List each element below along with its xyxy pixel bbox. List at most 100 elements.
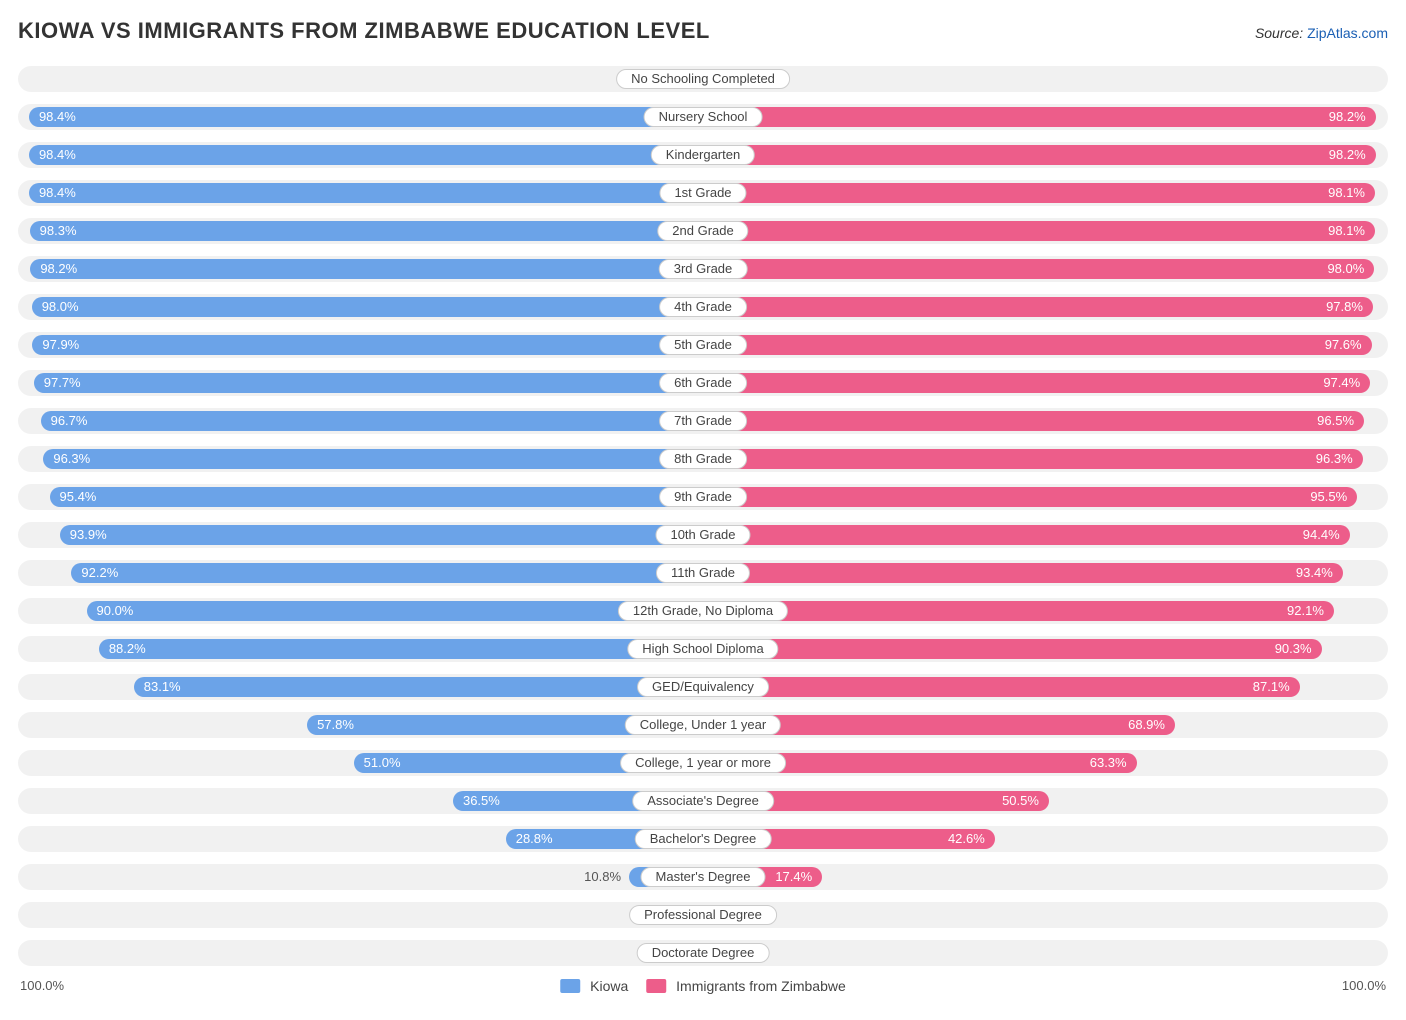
chart-row: 98.4%98.2%Nursery School	[18, 104, 1388, 130]
value-label-left: 10.8%	[584, 864, 629, 890]
page-title: KIOWA VS IMMIGRANTS FROM ZIMBABWE EDUCAT…	[18, 18, 710, 44]
legend-item-left: Kiowa	[560, 978, 628, 994]
chart-footer: 100.0% Kiowa Immigrants from Zimbabwe 10…	[18, 978, 1388, 1002]
diverging-bar-chart: 1.6%1.9%No Schooling Completed 98.4% 98.2%…	[18, 66, 1388, 966]
bar-left	[30, 259, 703, 279]
value-label-left: 98.4%	[29, 104, 76, 130]
bar-right	[703, 487, 1357, 507]
bar-right	[703, 183, 1375, 203]
category-pill: Master's Degree	[641, 867, 766, 887]
bar-right	[703, 563, 1343, 583]
category-pill: No Schooling Completed	[616, 69, 790, 89]
legend-item-right: Immigrants from Zimbabwe	[646, 978, 845, 994]
category-pill: 4th Grade	[659, 297, 747, 317]
axis-max-right: 100.0%	[1342, 978, 1386, 993]
chart-row: 10.8%17.4%Master's Degree	[18, 864, 1388, 890]
value-label-right: 97.4%	[1323, 370, 1370, 396]
value-label-right: 98.1%	[1328, 218, 1375, 244]
bar-right	[703, 411, 1364, 431]
bar-left	[30, 221, 703, 241]
value-label-right: 96.3%	[1316, 446, 1363, 472]
bar-left	[34, 373, 703, 393]
bar-right	[703, 297, 1373, 317]
value-label-right: 93.4%	[1296, 560, 1343, 586]
chart-row: 1.6%1.9%No Schooling Completed	[18, 66, 1388, 92]
value-label-right: 87.1%	[1253, 674, 1300, 700]
source-attribution: Source: ZipAtlas.com	[1255, 25, 1388, 41]
category-pill: 7th Grade	[659, 411, 747, 431]
value-label-right: 94.4%	[1303, 522, 1350, 548]
chart-row: 88.2%90.3%High School Diploma	[18, 636, 1388, 662]
value-label-left: 98.2%	[30, 256, 77, 282]
value-label-right: 95.5%	[1310, 484, 1357, 510]
category-pill: 10th Grade	[655, 525, 750, 545]
category-pill: 2nd Grade	[657, 221, 748, 241]
value-label-left: 95.4%	[50, 484, 97, 510]
value-label-right: 98.2%	[1329, 142, 1376, 168]
bar-left	[134, 677, 703, 697]
source-label: Source:	[1255, 25, 1303, 41]
category-pill: Doctorate Degree	[637, 943, 770, 963]
header: KIOWA VS IMMIGRANTS FROM ZIMBABWE EDUCAT…	[18, 18, 1388, 44]
bar-right	[703, 525, 1350, 545]
legend-label-right: Immigrants from Zimbabwe	[676, 978, 846, 994]
chart-row: 57.8%68.9%College, Under 1 year	[18, 712, 1388, 738]
chart-row: 98.4%98.1%1st Grade	[18, 180, 1388, 206]
value-label-right: 96.5%	[1317, 408, 1364, 434]
bar-right	[703, 373, 1370, 393]
value-label-left: 28.8%	[506, 826, 553, 852]
bar-left	[29, 107, 703, 127]
chart-row: 97.7%97.4%6th Grade	[18, 370, 1388, 396]
legend-swatch-right	[646, 979, 666, 993]
chart-row: 98.2%98.0%3rd Grade	[18, 256, 1388, 282]
bar-left	[87, 601, 704, 621]
value-label-right: 68.9%	[1128, 712, 1175, 738]
chart-row: 97.9%97.6%5th Grade	[18, 332, 1388, 358]
bar-left	[41, 411, 703, 431]
value-label-left: 88.2%	[99, 636, 146, 662]
chart-row: 98.4%98.2%Kindergarten	[18, 142, 1388, 168]
legend: Kiowa Immigrants from Zimbabwe	[560, 978, 846, 994]
chart-row: 90.0% 92.1% 12th Grade, No Diploma	[18, 598, 1388, 624]
bar-left	[50, 487, 703, 507]
track-left	[18, 902, 703, 928]
value-label-left: 36.5%	[453, 788, 500, 814]
chart-row: 98.0%97.8%4th Grade	[18, 294, 1388, 320]
value-label-left: 98.3%	[30, 218, 77, 244]
value-label-right: 42.6%	[948, 826, 995, 852]
value-label-right: 97.8%	[1326, 294, 1373, 320]
legend-swatch-left	[560, 979, 580, 993]
category-pill: 6th Grade	[659, 373, 747, 393]
category-pill: Professional Degree	[629, 905, 777, 925]
chart-row: 1.5%2.2%Doctorate Degree	[18, 940, 1388, 966]
track-left	[18, 940, 703, 966]
value-label-right: 98.2%	[1329, 104, 1376, 130]
track-right	[703, 66, 1388, 92]
chart-row: 51.0%63.3%College, 1 year or more	[18, 750, 1388, 776]
chart-row: 98.3% 98.1% 2nd Grade	[18, 218, 1388, 244]
value-label-right: 92.1%	[1287, 598, 1334, 624]
chart-row: 93.9%94.4%10th Grade	[18, 522, 1388, 548]
value-label-right: 90.3%	[1275, 636, 1322, 662]
chart-row: 3.1%5.3%Professional Degree	[18, 902, 1388, 928]
bar-left	[32, 297, 703, 317]
chart-row: 83.1%87.1%GED/Equivalency	[18, 674, 1388, 700]
category-pill: 12th Grade, No Diploma	[618, 601, 788, 621]
value-label-left: 90.0%	[87, 598, 134, 624]
category-pill: 3rd Grade	[659, 259, 748, 279]
value-label-right: 98.1%	[1328, 180, 1375, 206]
value-label-left: 83.1%	[134, 674, 181, 700]
track-right	[703, 902, 1388, 928]
bar-right	[703, 639, 1322, 659]
category-pill: Kindergarten	[651, 145, 755, 165]
bar-right	[703, 145, 1376, 165]
bar-right	[703, 335, 1372, 355]
value-label-left: 96.7%	[41, 408, 88, 434]
bar-left	[29, 145, 703, 165]
track-left	[18, 66, 703, 92]
bar-right	[703, 677, 1300, 697]
category-pill: College, 1 year or more	[620, 753, 786, 773]
category-pill: 8th Grade	[659, 449, 747, 469]
chart-row: 36.5%50.5%Associate's Degree	[18, 788, 1388, 814]
legend-label-left: Kiowa	[590, 978, 628, 994]
